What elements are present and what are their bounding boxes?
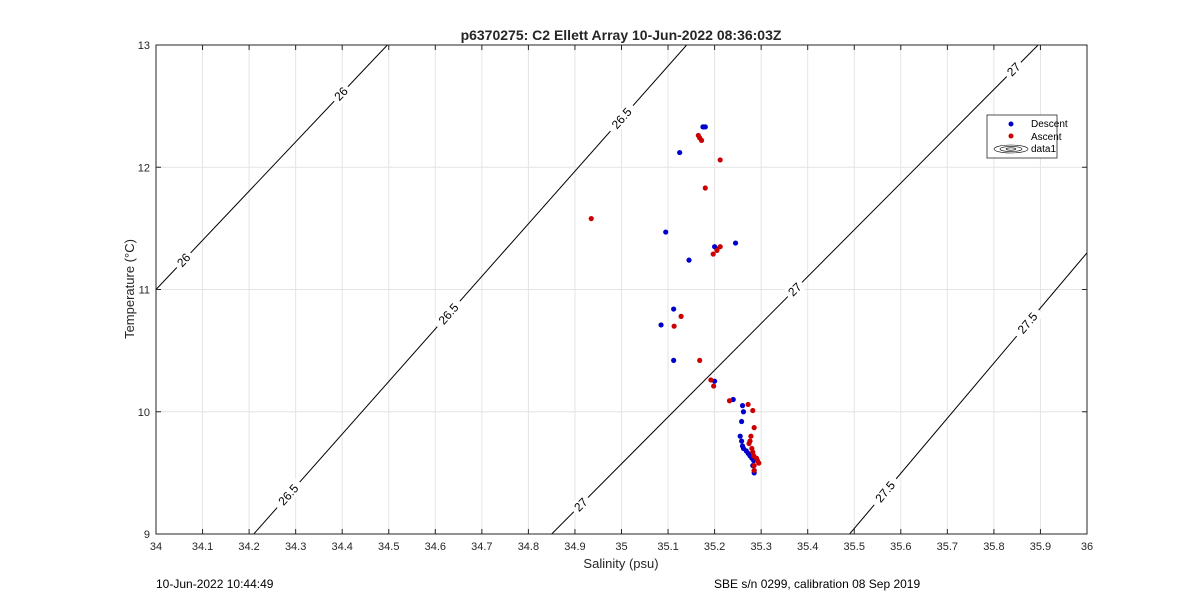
point-descent [686,257,692,263]
legend-label-descent: Descent [1031,119,1068,130]
x-tick-label: 36 [1081,541,1093,553]
point-ascent [751,425,757,431]
point-descent [732,240,739,246]
legend: Descent Ascent data1 [986,114,1068,159]
x-tick-label: 34.4 [331,541,352,553]
point-ascent [746,440,752,447]
point-descent [677,149,683,156]
data-points [588,124,762,476]
axis-ticks: 34 34.1 34.2 34.3 34.4 34.5 34.6 34.7 34.8 34.9 35… [138,40,1093,553]
x-tick-label: 34.9 [564,541,585,553]
x-tick-label: 34.1 [192,541,213,553]
y-axis-label: Temperature (°C) [122,239,137,339]
footer-timestamp: 10-Jun-2022 10:44:49 [156,577,274,591]
point-descent [739,403,746,409]
point-ascent [756,460,762,466]
point-ascent [702,185,708,191]
point-ascent [588,215,594,222]
y-tick-label: 13 [138,40,150,52]
point-descent [702,124,708,130]
x-tick-label: 34.3 [285,541,306,553]
point-descent [663,229,669,235]
legend-label-data1: data1 [1031,144,1056,155]
x-tick-label: 34 [150,541,162,553]
point-ascent [751,462,757,469]
contour-label-26: 26 [171,248,196,273]
point-descent [740,409,747,415]
x-tick-label: 35.7 [937,541,958,553]
x-tick-label: 35 [615,541,627,553]
contour-line-26 [156,45,388,290]
point-descent [671,357,677,364]
legend-contour-icon [993,144,1029,154]
point-ascent [714,247,720,253]
point-ascent [717,244,723,250]
point-descent [738,438,745,444]
contour-label-27: 27 [1001,57,1026,82]
point-descent [737,433,743,439]
contour-label-26: 26 [329,81,354,106]
point-ascent [698,137,705,143]
y-tick-label: 11 [139,285,150,297]
legend-marker-ascent [1008,133,1014,139]
point-descent [658,322,664,328]
point-ascent [748,433,754,439]
footer-calibration: SBE s/n 0299, calibration 08 Sep 2019 [714,577,920,591]
x-tick-label: 34.7 [471,541,492,553]
y-tick-label: 9 [144,529,150,541]
point-ascent [671,323,677,329]
x-tick-label: 35.1 [657,541,678,553]
x-tick-label: 34.5 [378,541,399,553]
y-tick-label: 10 [138,407,150,419]
x-tick-label: 35.4 [797,541,818,553]
y-tick-label: 12 [138,162,150,174]
x-tick-label: 35.6 [890,541,911,553]
point-ascent [751,467,757,474]
point-ascent [678,313,684,319]
x-tick-label: 35.9 [1030,541,1051,553]
x-tick-label: 34.8 [518,541,539,553]
grid [156,45,1087,534]
x-tick-label: 35.2 [704,541,725,553]
x-tick-label: 34.6 [425,541,446,553]
point-ascent [697,357,703,364]
point-ascent [745,401,751,408]
point-descent [671,306,677,312]
point-ascent [710,251,716,257]
legend-box [986,114,1058,159]
point-ascent [708,377,714,383]
x-tick-label: 35.8 [983,541,1004,553]
legend-label-ascent: Ascent [1031,132,1062,143]
contour-label-27: 27 [782,277,807,302]
legend-marker-descent [1008,121,1014,127]
x-tick-label: 34.2 [238,541,259,553]
point-ascent [750,407,756,414]
point-descent [738,418,745,425]
point-ascent [711,383,717,389]
contour-label-27: 27 [568,492,593,517]
x-axis-label: Salinity (psu) [583,556,658,571]
point-ascent [726,398,733,404]
chart-title: p6370275: C2 Ellett Array 10-Jun-2022 08… [461,27,782,43]
x-tick-label: 35.3 [750,541,771,553]
point-ascent [717,157,723,163]
x-tick-label: 35.5 [844,541,865,553]
